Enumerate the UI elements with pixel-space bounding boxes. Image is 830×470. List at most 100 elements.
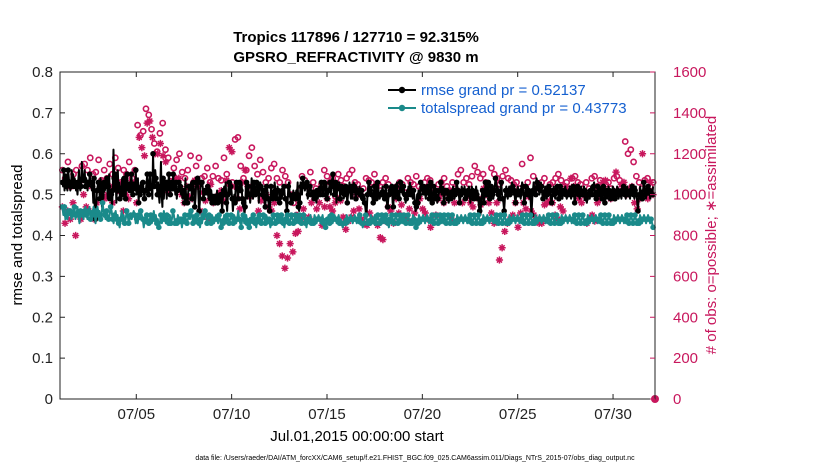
obs-assimilated-point bbox=[601, 176, 610, 184]
totalspread-point bbox=[204, 220, 210, 227]
obs-possible-point bbox=[95, 156, 103, 164]
rmse-point bbox=[262, 204, 269, 210]
obs-assimilated-point bbox=[612, 168, 620, 176]
totalspread-point bbox=[284, 212, 291, 218]
rmse-point bbox=[266, 208, 273, 214]
obs-assimilated-point bbox=[426, 223, 435, 231]
rmse-point bbox=[242, 204, 248, 210]
rmse-point bbox=[389, 183, 395, 190]
obs-assimilated-point bbox=[315, 199, 323, 207]
obs-possible-point bbox=[281, 172, 289, 180]
rmse-point bbox=[160, 175, 166, 182]
obs-possible-point bbox=[627, 146, 635, 154]
rmse-point bbox=[143, 187, 149, 194]
obs-assimilated-point bbox=[270, 199, 278, 207]
rmse-point bbox=[150, 150, 156, 157]
rmse-point bbox=[124, 171, 130, 177]
rmse-point bbox=[571, 200, 578, 206]
rmse-point bbox=[78, 183, 84, 190]
rmse-point bbox=[484, 191, 490, 198]
obs-possible-point bbox=[309, 178, 317, 186]
rmse-point bbox=[285, 183, 292, 190]
rmse-point bbox=[635, 208, 641, 214]
x-tick-label: 07/15 bbox=[308, 406, 346, 423]
rmse-point bbox=[275, 187, 282, 194]
obs-assimilated-point bbox=[162, 158, 170, 166]
rmse-point bbox=[189, 195, 195, 202]
rmse-point bbox=[151, 183, 158, 190]
totalspread-point bbox=[156, 224, 162, 231]
rmse-point bbox=[225, 191, 231, 198]
totalspread-point bbox=[270, 212, 277, 218]
obs-possible-point bbox=[457, 166, 465, 174]
totalspread-point bbox=[435, 220, 441, 227]
obs-assimilated-point bbox=[421, 209, 429, 217]
obs-possible-point bbox=[270, 160, 278, 168]
obs-possible-point bbox=[256, 156, 264, 164]
obs-possible-point bbox=[630, 158, 637, 166]
obs-assimilated-point bbox=[135, 133, 143, 141]
obs-assimilated-point bbox=[69, 199, 77, 207]
y-axis-right: 0 200 400 600 800 1000 1200 1400 1600 bbox=[650, 64, 706, 408]
rmse-point bbox=[157, 183, 164, 190]
obs-assimilated-point bbox=[469, 203, 477, 211]
rmse-point bbox=[452, 191, 459, 198]
obs-assimilated-point bbox=[495, 256, 504, 264]
obs-assimilated-point bbox=[326, 203, 334, 211]
rmse-point bbox=[330, 171, 336, 177]
totalspread-point bbox=[377, 220, 383, 227]
obs-possible-point bbox=[527, 154, 534, 162]
rmse-point bbox=[590, 183, 597, 190]
totalspread-point bbox=[391, 220, 397, 227]
rmse-point bbox=[353, 195, 359, 202]
rmse-point bbox=[174, 187, 181, 194]
totalspread-point bbox=[525, 220, 532, 227]
totalspread-point bbox=[433, 212, 439, 218]
obs-assimilated-point bbox=[140, 152, 149, 160]
totalspread-point bbox=[268, 220, 275, 227]
rmse-point bbox=[135, 200, 142, 206]
rmse-point bbox=[86, 171, 93, 177]
y-right-tick-label: 0 bbox=[673, 391, 681, 408]
totalspread-point bbox=[495, 220, 502, 227]
rmse-point bbox=[600, 183, 607, 190]
rmse-point bbox=[96, 195, 103, 202]
rmse-point bbox=[435, 195, 441, 202]
obs-possible-point bbox=[513, 178, 520, 186]
rmse-point bbox=[594, 183, 601, 190]
totalspread-point bbox=[650, 224, 656, 231]
totalspread-point bbox=[447, 220, 453, 227]
y-left-tick-label: 0 bbox=[45, 391, 53, 408]
rmse-point bbox=[597, 187, 604, 194]
rmse-point bbox=[521, 200, 528, 206]
obs-assimilated-point bbox=[485, 199, 493, 207]
totalspread-point bbox=[125, 220, 132, 227]
totalspread-point bbox=[226, 220, 232, 227]
totalspread-point bbox=[224, 212, 230, 218]
rmse-point bbox=[400, 183, 407, 190]
totalspread-point bbox=[579, 212, 586, 218]
rmse-point bbox=[128, 171, 135, 177]
totalspread-point bbox=[598, 212, 604, 218]
rmse-point bbox=[361, 200, 368, 206]
totalspread-point bbox=[123, 208, 130, 214]
rmse-point bbox=[252, 191, 259, 198]
obs-assimilated-point bbox=[72, 231, 80, 240]
obs-possible-point bbox=[178, 168, 186, 176]
totalspread-point bbox=[286, 220, 293, 227]
obs-assimilated-point bbox=[307, 199, 315, 207]
totalspread-point bbox=[373, 220, 379, 227]
totalspread-point bbox=[260, 212, 267, 218]
rmse-point bbox=[397, 179, 404, 186]
totalspread-point bbox=[521, 220, 528, 227]
obs-possible-point bbox=[139, 127, 147, 135]
totalspread-point bbox=[575, 212, 582, 218]
rmse-point bbox=[456, 200, 463, 206]
rmse-point bbox=[248, 191, 254, 198]
obs-possible-point bbox=[382, 174, 390, 182]
rmse-point bbox=[321, 179, 328, 186]
obs-possible-point bbox=[237, 162, 245, 170]
rmse-point bbox=[343, 183, 349, 190]
rmse-point bbox=[475, 195, 482, 202]
rmse-point bbox=[263, 183, 270, 190]
